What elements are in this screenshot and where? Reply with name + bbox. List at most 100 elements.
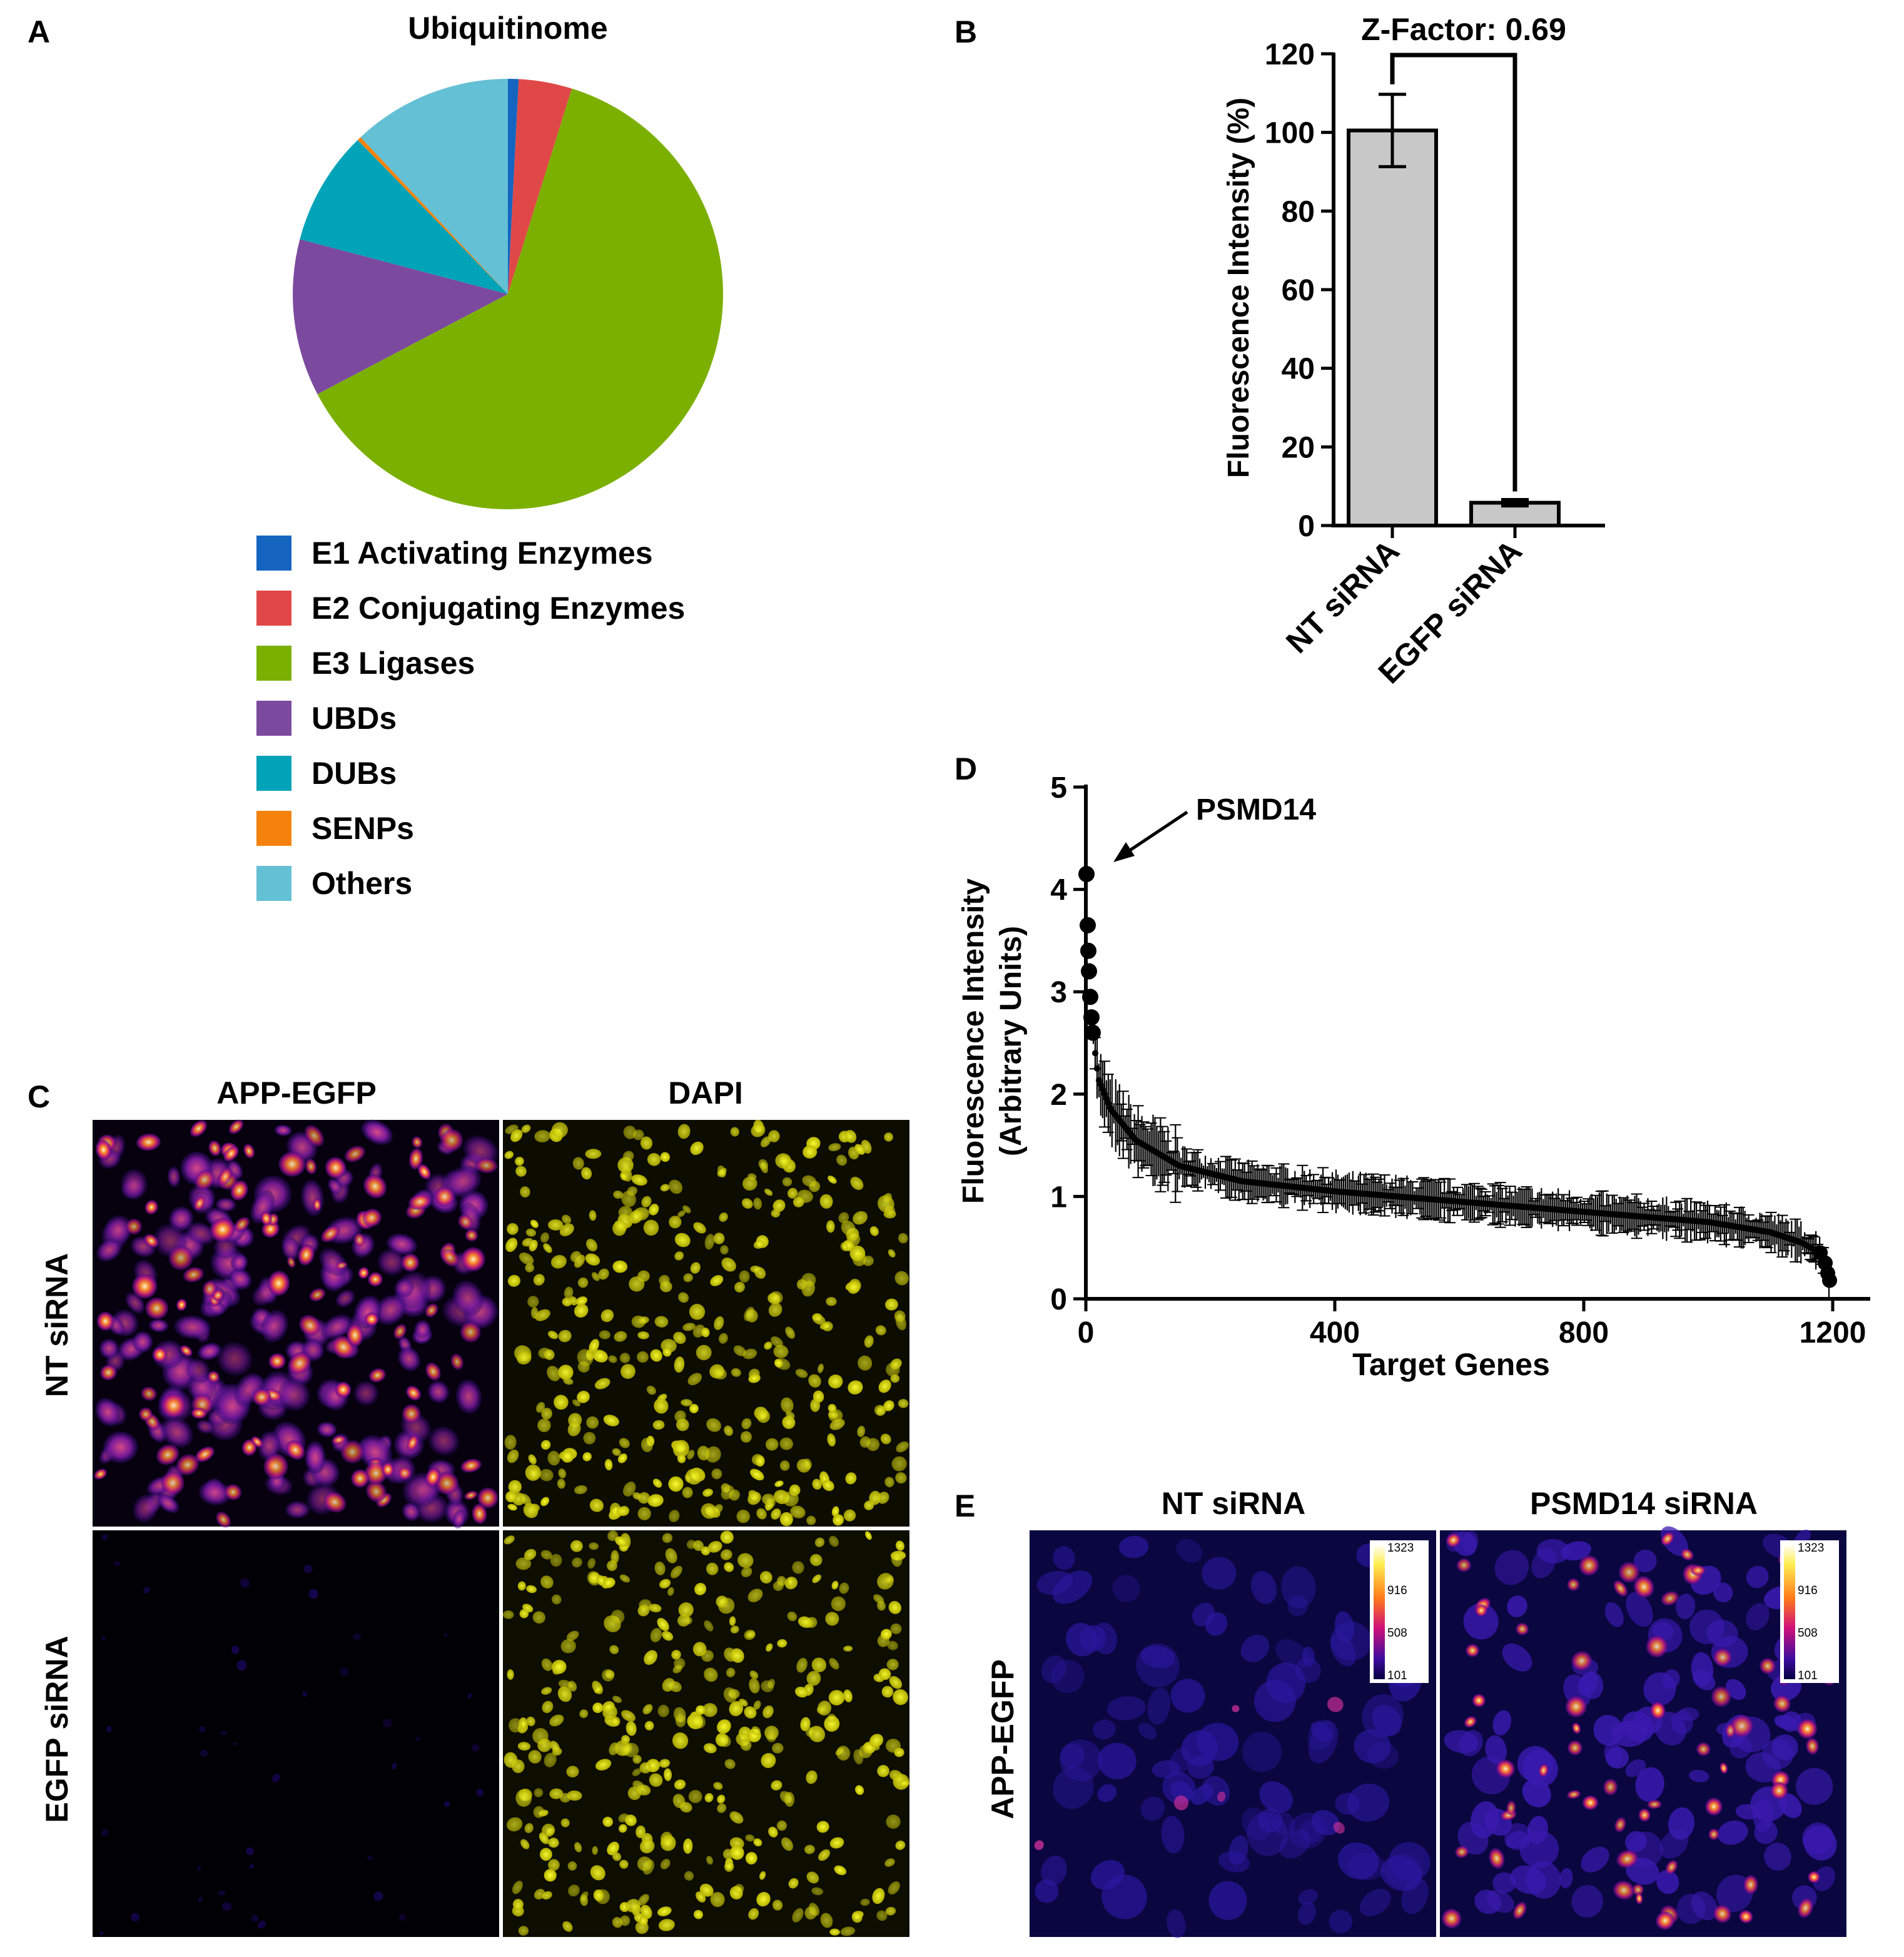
cell: [458, 1214, 473, 1229]
cell: [674, 1779, 686, 1790]
cell: [373, 1891, 383, 1901]
cell: [524, 1823, 534, 1833]
cell: [103, 1431, 138, 1463]
cell: [649, 1604, 662, 1613]
cell: [850, 1176, 864, 1191]
cell: [1253, 1679, 1296, 1722]
cell: [1106, 1696, 1146, 1721]
micrograph-nt-dapi: [503, 1120, 909, 1527]
cell: [577, 1277, 589, 1288]
cell: [249, 1864, 254, 1869]
cell: [813, 1390, 824, 1403]
color-scale-psmd14: 1323 916 508 101: [1780, 1540, 1839, 1683]
cell: [784, 1792, 795, 1807]
cell: [1275, 1639, 1310, 1670]
cell: [1633, 1576, 1654, 1598]
cell: [401, 1253, 420, 1272]
cell: [335, 1261, 348, 1270]
cell: [632, 1768, 642, 1776]
cell: [1051, 1660, 1085, 1694]
cell: [1798, 1898, 1813, 1918]
cell: [550, 1553, 562, 1567]
cell: [717, 1719, 731, 1734]
cell: [761, 1680, 774, 1692]
cell: [278, 1151, 306, 1177]
cell: [801, 1273, 816, 1288]
cell: [528, 1468, 540, 1480]
cell: [621, 1710, 636, 1722]
cell: [340, 1667, 349, 1676]
cell: [677, 1454, 686, 1463]
cell: [731, 1368, 741, 1377]
cell: [721, 1485, 734, 1500]
cell: [742, 1176, 757, 1191]
cell: [1289, 1812, 1327, 1849]
cell: [619, 1353, 630, 1363]
cell: [650, 1628, 662, 1642]
cell: [756, 1409, 771, 1423]
cell: [766, 1643, 773, 1652]
cell: [741, 1198, 753, 1209]
cell: [771, 1336, 783, 1348]
cell: [716, 1595, 728, 1608]
cell: [692, 1540, 704, 1552]
cell: [834, 1865, 847, 1876]
scale-tick-508: 508: [1387, 1627, 1407, 1640]
cell: [392, 1762, 397, 1770]
cell: [575, 1296, 588, 1306]
cell: [195, 1169, 215, 1190]
cell: [764, 1188, 773, 1196]
cell: [636, 1784, 651, 1796]
cell: [585, 1149, 602, 1159]
cell: [589, 1339, 599, 1353]
cell: [1176, 1538, 1203, 1563]
legend-swatch: [256, 811, 291, 846]
cell: [713, 1504, 723, 1514]
cell: [1661, 1532, 1674, 1546]
cell: [114, 1561, 120, 1566]
cell: [859, 1436, 871, 1448]
cell: [607, 1530, 618, 1542]
cell: [646, 1385, 656, 1395]
cell: [325, 1157, 346, 1179]
cell: [199, 1480, 231, 1505]
cell: [1053, 1546, 1075, 1570]
cell: [1181, 1730, 1218, 1767]
cell: [533, 1806, 545, 1818]
cell: [1092, 1719, 1116, 1740]
cell: [1614, 1817, 1626, 1832]
cell: [1041, 1655, 1066, 1684]
cell: [263, 1453, 288, 1480]
panel-b: B Z-Factor: 0.69 Fluorescence Intensity …: [955, 12, 1605, 690]
cell: [716, 1733, 731, 1747]
cell: [1147, 1687, 1171, 1725]
cell: [1650, 1702, 1666, 1719]
cell: [637, 1351, 649, 1363]
cell: [741, 1567, 752, 1577]
cell: [1708, 1828, 1719, 1840]
cell: [681, 1399, 692, 1406]
cell: [505, 1124, 519, 1134]
data-point: [1083, 1009, 1100, 1026]
cell: [428, 1426, 459, 1456]
y-tick-label: 1: [1050, 1181, 1067, 1214]
cell: [1519, 1831, 1559, 1868]
cell: [891, 1456, 907, 1472]
cell: [1202, 1557, 1237, 1590]
cell: [570, 1540, 583, 1552]
panel-e: E NT siRNA PSMD14 siRNA APP-EGFP 1323 91…: [955, 1486, 1846, 1938]
pie-legend: E1 Activating Enzymes E2 Conjugating Enzy…: [256, 536, 685, 901]
cell: [168, 1246, 193, 1271]
y-tick-label: 0: [1050, 1283, 1067, 1316]
cell: [660, 1152, 670, 1162]
cell: [753, 1240, 765, 1249]
cell: [730, 1625, 739, 1634]
scale-tick-916: 916: [1798, 1584, 1818, 1597]
cell: [1659, 1829, 1689, 1859]
cell: [418, 1164, 431, 1179]
cell: [101, 1829, 109, 1836]
cell: [616, 1506, 629, 1517]
cell: [1161, 1816, 1185, 1854]
cell: [345, 1146, 365, 1162]
cell: [353, 1233, 365, 1247]
